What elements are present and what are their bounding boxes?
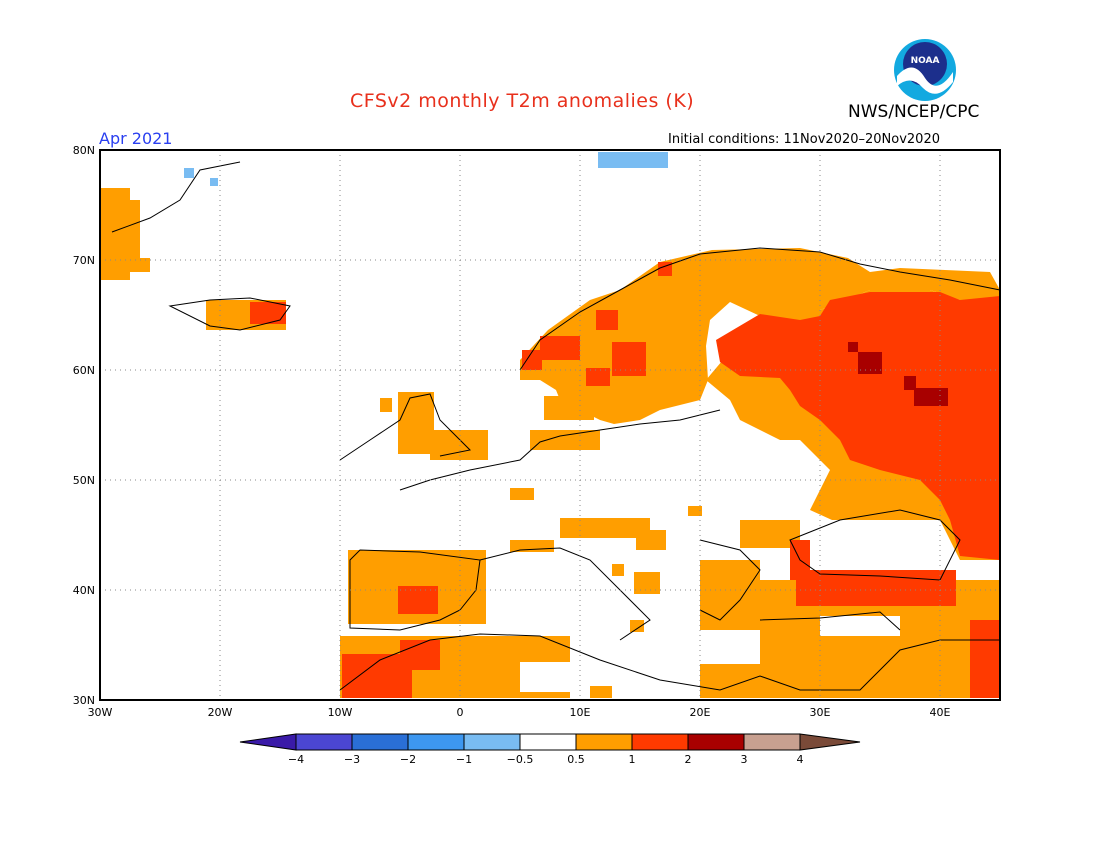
lat-label: 30N (73, 694, 95, 707)
lat-label: 80N (73, 144, 95, 157)
valid-month-label: Apr 2021 (99, 129, 173, 148)
coastlines (111, 161, 1001, 691)
lon-label: 40E (930, 706, 951, 719)
latitude-axis: 80N 70N 60N 50N 40N 30N (73, 144, 95, 707)
map-title: CFSv2 monthly T2m anomalies (K) (350, 90, 695, 112)
lon-label: 20W (208, 706, 233, 719)
colorbar-segment (295, 733, 353, 751)
colorbar-labels: −4 −3 −2 −1 −0.5 0.5 1 2 3 4 (288, 753, 804, 766)
lon-label: 20E (690, 706, 711, 719)
lon-label: 10E (570, 706, 591, 719)
lon-label: 30E (810, 706, 831, 719)
lat-label: 60N (73, 364, 95, 377)
organization-label: NWS/NCEP/CPC (848, 102, 980, 122)
colorbar-label: −1 (456, 753, 472, 766)
map-frame (99, 149, 1001, 701)
lon-label: 10W (328, 706, 353, 719)
colorbar (239, 733, 861, 751)
colorbar-arrow-low (239, 733, 297, 751)
noaa-logo-icon: NOAA (893, 38, 957, 102)
lon-label: 30W (88, 706, 113, 719)
colorbar-segment (463, 733, 521, 751)
colorbar-label: 2 (685, 753, 692, 766)
colorbar-label: 0.5 (567, 753, 585, 766)
colorbar-segment (687, 733, 745, 751)
colorbar-arrow-high (799, 733, 861, 751)
lat-label: 50N (73, 474, 95, 487)
colorbar-label: −0.5 (507, 753, 534, 766)
map-gridlines (100, 150, 1000, 700)
lon-label: 0 (457, 706, 464, 719)
colorbar-segment (743, 733, 801, 751)
noaa-logo-text: NOAA (911, 56, 940, 66)
colorbar-segment (407, 733, 465, 751)
initial-conditions-label: Initial conditions: 11Nov2020–20Nov2020 (668, 132, 940, 147)
colorbar-segment (351, 733, 409, 751)
longitude-axis: 30W 20W 10W 0 10E 20E 30E 40E (88, 706, 951, 719)
colorbar-segment (575, 733, 633, 751)
lat-label: 40N (73, 584, 95, 597)
colorbar-label: −4 (288, 753, 304, 766)
lat-label: 70N (73, 254, 95, 267)
colorbar-label: 1 (629, 753, 636, 766)
colorbar-label: 3 (741, 753, 748, 766)
anomaly-shading (100, 152, 1000, 698)
colorbar-label: 4 (797, 753, 804, 766)
colorbar-segment (519, 733, 577, 751)
colorbar-label: −3 (344, 753, 360, 766)
colorbar-label: −2 (400, 753, 416, 766)
colorbar-segment (631, 733, 689, 751)
